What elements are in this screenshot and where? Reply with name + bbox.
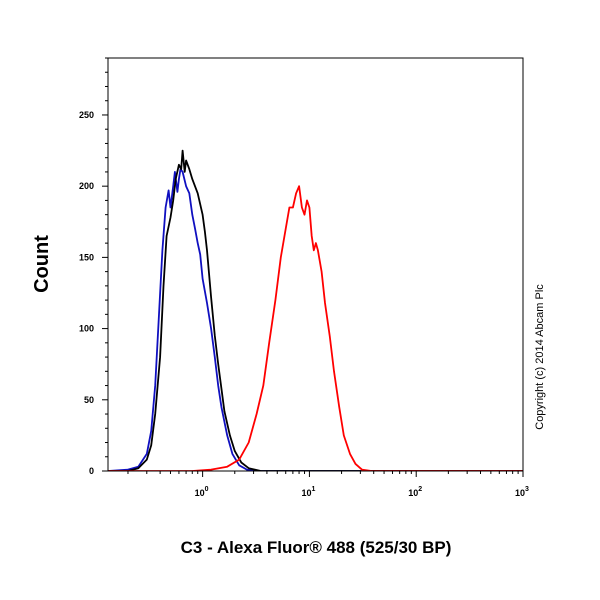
histogram-series-1 <box>108 168 523 471</box>
x-tick-exponent: 1 <box>311 486 315 493</box>
x-tick-base: 10 <box>515 488 525 498</box>
series-lines <box>108 149 523 471</box>
copyright-notice: Copyright (c) 2014 Abcam Plc <box>534 284 546 430</box>
y-axis-title: Count <box>31 235 53 293</box>
x-tick-base: 10 <box>195 488 205 498</box>
x-tick-label: 100 <box>195 486 209 498</box>
plot-frame <box>107 57 524 472</box>
y-tick-label: 50 <box>84 395 94 405</box>
x-tick-label: 103 <box>515 486 529 498</box>
y-tick-label: 250 <box>79 110 94 120</box>
x-axis-ticks: 100 101 102 103 <box>127 471 529 498</box>
y-tick-label: 100 <box>79 324 94 334</box>
histogram-series-3 <box>108 185 523 471</box>
x-tick-exponent: 2 <box>418 486 422 493</box>
y-tick-label: 200 <box>79 181 94 191</box>
x-tick-base: 10 <box>408 488 418 498</box>
x-tick-label: 102 <box>408 486 422 498</box>
y-tick-label: 150 <box>79 252 94 262</box>
x-tick-label: 101 <box>301 486 315 498</box>
x-tick-base: 10 <box>301 488 311 498</box>
x-tick-exponent: 0 <box>205 486 209 493</box>
x-tick-exponent: 3 <box>525 486 529 493</box>
x-axis-title: C3 - Alexa Fluor® 488 (525/30 BP) <box>181 538 452 557</box>
y-axis-ticks: 0 50 100 150 200 250 <box>79 57 108 476</box>
histogram-series-2 <box>108 149 523 471</box>
y-tick-label: 0 <box>89 466 94 476</box>
